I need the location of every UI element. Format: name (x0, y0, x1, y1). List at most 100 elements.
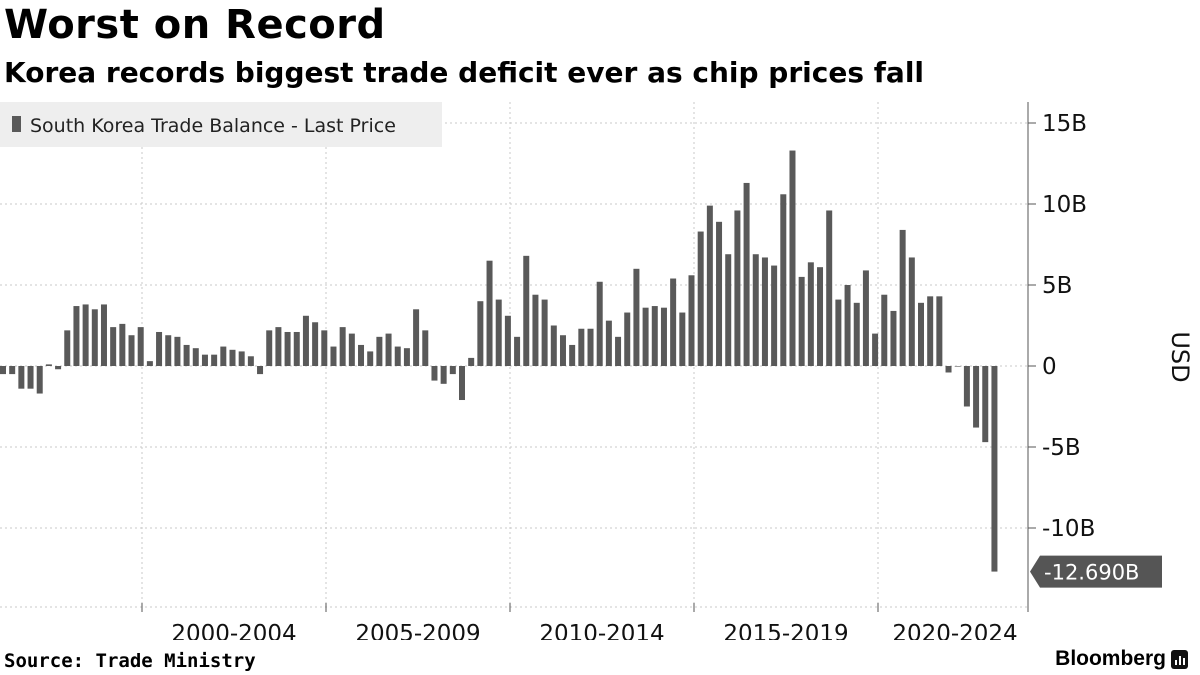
bar (110, 327, 117, 366)
x-tick-label: 2010-2014 (539, 621, 664, 640)
bar (403, 348, 410, 366)
bar (330, 346, 337, 366)
bar (835, 299, 842, 366)
bar (0, 366, 6, 375)
bar (9, 366, 16, 375)
bar (201, 354, 208, 366)
bar (752, 254, 759, 366)
bar (119, 323, 126, 366)
bar (872, 333, 879, 366)
bar (963, 366, 970, 407)
bar (257, 366, 264, 375)
bar (275, 327, 282, 366)
bar (550, 325, 557, 366)
bar (27, 366, 34, 389)
bar (220, 346, 227, 366)
bar (660, 307, 667, 366)
bar (486, 260, 493, 366)
bar (477, 301, 484, 366)
bar (312, 322, 319, 366)
chart-subtitle: Korea records biggest trade deficit ever… (4, 56, 925, 89)
x-tick-label: 2015-2019 (723, 621, 848, 640)
y-tick-label: 15B (1042, 111, 1087, 137)
bar (165, 335, 172, 366)
bar (348, 333, 355, 366)
bar (431, 366, 438, 381)
bar (523, 255, 530, 366)
bar (587, 328, 594, 366)
bloomberg-logo: Bloomberg (1055, 647, 1166, 670)
y-tick-label: -5B (1042, 435, 1081, 461)
bar (449, 366, 456, 375)
bar (211, 354, 218, 366)
bar (881, 294, 888, 366)
bar (578, 328, 585, 366)
bar (706, 205, 713, 366)
bar (771, 265, 778, 366)
bar (385, 333, 392, 366)
bar (569, 344, 576, 366)
bar (302, 315, 309, 366)
bar (908, 257, 915, 366)
bar (633, 268, 640, 366)
bar (36, 366, 43, 394)
bar (798, 276, 805, 366)
bar (321, 330, 328, 366)
bar (82, 304, 89, 366)
y-tick-label: 0 (1042, 354, 1057, 380)
bar (238, 351, 245, 366)
bar (826, 210, 833, 366)
bar (615, 336, 622, 366)
bar (459, 366, 465, 401)
bar (789, 150, 796, 366)
x-tick-label: 2000-2004 (171, 621, 296, 640)
bar (605, 320, 612, 366)
bar (146, 361, 153, 366)
bar (174, 336, 181, 366)
x-tick-label: 2020-2024 (892, 621, 1017, 640)
bar (247, 356, 254, 366)
bar (468, 357, 475, 366)
bar (55, 366, 62, 370)
bar (862, 270, 869, 366)
bar (422, 330, 429, 366)
bar (504, 315, 511, 366)
bar (100, 304, 107, 366)
bar (541, 299, 548, 366)
y-axis-title: USD (1166, 331, 1194, 382)
bar (514, 336, 521, 366)
bar (413, 309, 420, 366)
bar (266, 330, 273, 366)
bar (743, 182, 750, 366)
bar (559, 335, 566, 366)
y-tick-label: 5B (1042, 273, 1072, 299)
bar (688, 275, 695, 366)
legend: South Korea Trade Balance - Last Price (0, 102, 442, 147)
bar (532, 294, 539, 366)
bar (367, 351, 374, 366)
bar (339, 327, 346, 366)
last-price-tag: -12.690B (1030, 555, 1162, 588)
bar (642, 307, 649, 366)
bar (716, 221, 723, 366)
bar (495, 299, 502, 366)
legend-background (0, 102, 442, 147)
bar (761, 257, 768, 366)
bar (697, 231, 704, 366)
bar (936, 296, 943, 366)
trade-balance-chart: 15B 10B 5B 0 -5B -10B 2000-2004 2005-2009 2010-2… (0, 102, 1194, 640)
bar (284, 331, 291, 366)
bar (982, 366, 989, 443)
bar (853, 302, 860, 366)
y-tick-label: 10B (1042, 192, 1087, 218)
bar (440, 366, 447, 384)
bar (670, 278, 677, 366)
bar (734, 210, 741, 366)
chart-title: Worst on Record (4, 2, 386, 48)
bar (358, 344, 365, 366)
bar (73, 306, 80, 366)
bar (807, 262, 814, 366)
bar (651, 306, 658, 366)
x-tick-label: 2005-2009 (355, 621, 480, 640)
source-note: Source: Trade Ministry (4, 650, 256, 672)
